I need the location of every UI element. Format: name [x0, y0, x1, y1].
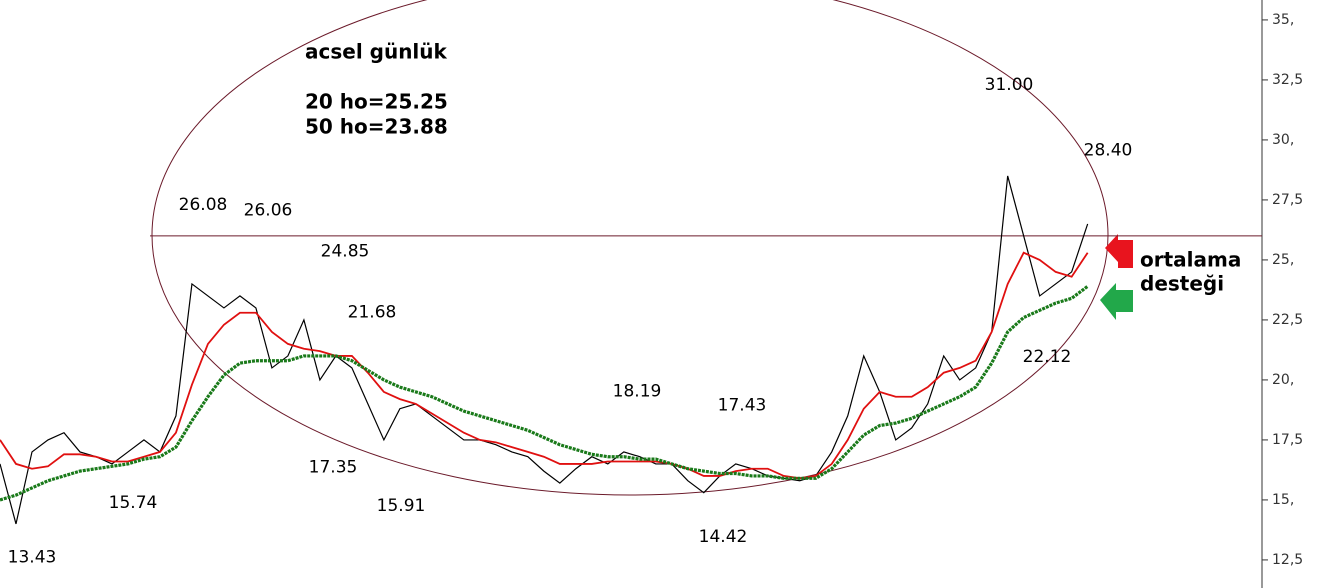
annotation: 22.12 — [1023, 347, 1072, 367]
y-tick-label: 30, — [1272, 132, 1294, 148]
side-note: ortalama — [1140, 248, 1241, 272]
chart-title: acsel günlük — [305, 40, 448, 64]
annotation: 14.42 — [699, 527, 748, 547]
y-tick-label: 17,5 — [1272, 432, 1303, 448]
annotation: 18.19 — [613, 381, 662, 401]
y-tick-label: 27,5 — [1272, 192, 1303, 208]
annotation: 26.06 — [244, 200, 293, 220]
y-tick-label: 32,5 — [1272, 72, 1303, 88]
legend-text: 20 ho=25.25 — [305, 90, 448, 114]
annotation: 17.43 — [718, 396, 767, 416]
series-line — [0, 175, 1089, 525]
annotation: 17.35 — [309, 458, 358, 478]
series-line — [0, 251, 1089, 480]
annotation: 21.68 — [348, 303, 397, 323]
y-tick-label: 25, — [1272, 252, 1294, 268]
ellipse — [151, 0, 1109, 496]
red-arrow — [1105, 234, 1133, 268]
y-tick-label: 12,5 — [1272, 552, 1303, 568]
annotation: 24.85 — [321, 242, 370, 262]
y-tick-label: 22,5 — [1272, 312, 1303, 328]
green-arrow — [1100, 283, 1133, 320]
y-tick-label: 35, — [1272, 12, 1294, 28]
annotation: 15.74 — [109, 493, 158, 513]
y-tick-label: 20, — [1272, 372, 1294, 388]
side-note: desteği — [1140, 272, 1224, 296]
annotation: 13.43 — [8, 548, 57, 568]
legend-text: 50 ho=23.88 — [305, 115, 448, 139]
y-tick-label: 15, — [1272, 492, 1294, 508]
annotation: 26.08 — [179, 195, 228, 215]
annotation: 15.91 — [377, 496, 426, 516]
annotation: 31.00 — [985, 75, 1034, 95]
series-line — [0, 285, 1089, 502]
annotation: 28.40 — [1084, 140, 1133, 160]
